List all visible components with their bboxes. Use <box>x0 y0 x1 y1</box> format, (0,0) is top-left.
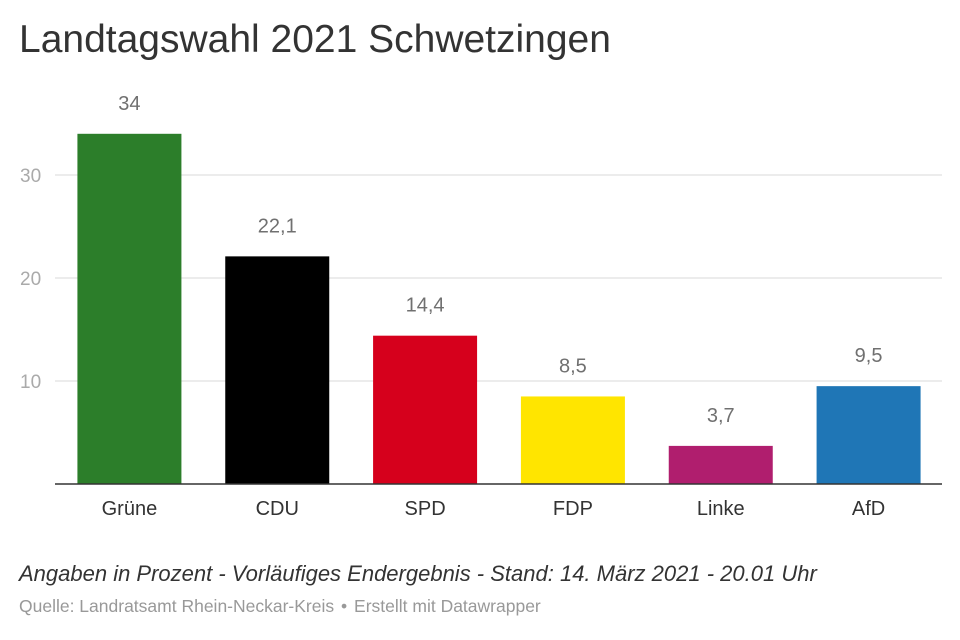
x-tick-label: Linke <box>697 498 745 520</box>
bar-cdu <box>225 256 330 484</box>
x-tick-label: CDU <box>256 498 299 520</box>
gridlines: 10 20 30 <box>20 166 942 393</box>
data-label: 9,5 <box>855 345 883 367</box>
bar-chart: 10 20 30 34 22,1 14,4 8,5 3,7 9,5 Grüne CDU SPD FD… <box>20 93 942 520</box>
y-tick-label: 10 <box>20 372 41 393</box>
data-label: 8,5 <box>559 355 587 377</box>
bar-afd <box>816 386 921 484</box>
bar-grüne <box>77 133 182 485</box>
value-labels: 34 22,1 14,4 8,5 3,7 9,5 <box>118 93 882 427</box>
source-separator: • <box>341 596 348 616</box>
bar-spd <box>373 335 478 484</box>
x-tick-label: FDP <box>553 498 593 520</box>
bar-fdp <box>520 396 625 484</box>
bars <box>77 133 921 485</box>
y-tick-label: 20 <box>20 269 41 290</box>
chart-title: Landtagswahl 2021 Schwetzingen <box>19 18 611 61</box>
data-label: 14,4 <box>406 295 445 317</box>
source-label: Quelle: Landratsamt Rhein-Neckar-Kreis <box>19 596 335 616</box>
x-tick-label: Grüne <box>102 498 158 520</box>
y-tick-label: 30 <box>20 166 41 187</box>
source-credit: Erstellt mit Datawrapper <box>354 596 541 616</box>
data-label: 3,7 <box>707 405 735 427</box>
chart-source: Quelle: Landratsamt Rhein-Neckar-Kreis •… <box>19 596 541 617</box>
data-label: 34 <box>118 93 140 115</box>
chart-note: Angaben in Prozent - Vorläufiges Enderge… <box>19 561 817 586</box>
bar-linke <box>668 445 773 484</box>
x-tick-label: SPD <box>405 498 446 520</box>
data-label: 22,1 <box>258 215 297 237</box>
x-tick-label: AfD <box>852 498 885 520</box>
axes: Grüne CDU SPD FDP Linke AfD <box>55 483 942 520</box>
